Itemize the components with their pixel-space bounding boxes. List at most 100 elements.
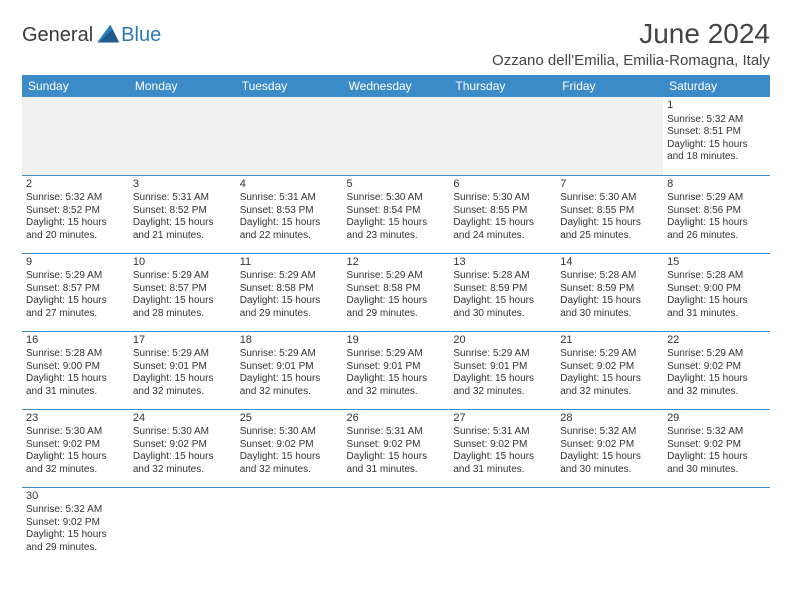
sun-info: Sunrise: 5:29 AMSunset: 9:01 PMDaylight:… bbox=[347, 348, 446, 398]
calendar-day-cell: 13Sunrise: 5:28 AMSunset: 8:59 PMDayligh… bbox=[449, 253, 556, 331]
sun-info-line: Sunset: 8:52 PM bbox=[133, 205, 232, 218]
weekday-header: Saturday bbox=[663, 75, 770, 97]
sun-info-line: Sunrise: 5:29 AM bbox=[453, 348, 552, 361]
sun-info: Sunrise: 5:29 AMSunset: 8:58 PMDaylight:… bbox=[347, 270, 446, 320]
sun-info-line: Daylight: 15 hours bbox=[560, 373, 659, 386]
sun-info-line: Sunset: 9:00 PM bbox=[26, 361, 125, 374]
day-number: 7 bbox=[560, 178, 659, 192]
sun-info-line: Sunrise: 5:30 AM bbox=[240, 426, 339, 439]
sun-info-line: Sunset: 9:02 PM bbox=[26, 517, 125, 530]
day-number: 13 bbox=[453, 256, 552, 270]
day-number: 27 bbox=[453, 412, 552, 426]
sun-info-line: Daylight: 15 hours bbox=[453, 373, 552, 386]
sun-info: Sunrise: 5:29 AMSunset: 9:01 PMDaylight:… bbox=[133, 348, 232, 398]
sun-info-line: Sunset: 9:02 PM bbox=[560, 361, 659, 374]
calendar-day-cell: 25Sunrise: 5:30 AMSunset: 9:02 PMDayligh… bbox=[236, 409, 343, 487]
calendar-day-cell bbox=[22, 97, 129, 175]
sun-info-line: Daylight: 15 hours bbox=[453, 451, 552, 464]
sun-info-line: and 30 minutes. bbox=[453, 308, 552, 321]
sun-info-line: Sunrise: 5:32 AM bbox=[26, 192, 125, 205]
calendar-week-row: 30Sunrise: 5:32 AMSunset: 9:02 PMDayligh… bbox=[22, 487, 770, 565]
calendar-day-cell bbox=[236, 487, 343, 565]
calendar-day-cell: 18Sunrise: 5:29 AMSunset: 9:01 PMDayligh… bbox=[236, 331, 343, 409]
sun-info-line: Daylight: 15 hours bbox=[26, 295, 125, 308]
sun-info-line: Sunrise: 5:32 AM bbox=[667, 426, 766, 439]
sun-info-line: Sunrise: 5:32 AM bbox=[26, 504, 125, 517]
calendar-day-cell: 8Sunrise: 5:29 AMSunset: 8:56 PMDaylight… bbox=[663, 175, 770, 253]
calendar-day-cell: 5Sunrise: 5:30 AMSunset: 8:54 PMDaylight… bbox=[343, 175, 450, 253]
sun-info: Sunrise: 5:29 AMSunset: 9:01 PMDaylight:… bbox=[240, 348, 339, 398]
day-number: 11 bbox=[240, 256, 339, 270]
day-number: 2 bbox=[26, 178, 125, 192]
sun-info-line: Daylight: 15 hours bbox=[240, 217, 339, 230]
calendar-week-row: 9Sunrise: 5:29 AMSunset: 8:57 PMDaylight… bbox=[22, 253, 770, 331]
sun-info-line: Sunrise: 5:30 AM bbox=[560, 192, 659, 205]
sun-info: Sunrise: 5:31 AMSunset: 9:02 PMDaylight:… bbox=[453, 426, 552, 476]
calendar-day-cell: 22Sunrise: 5:29 AMSunset: 9:02 PMDayligh… bbox=[663, 331, 770, 409]
sun-info-line: and 30 minutes. bbox=[667, 464, 766, 477]
day-number: 10 bbox=[133, 256, 232, 270]
sun-info-line: and 32 minutes. bbox=[560, 386, 659, 399]
sun-info-line: Daylight: 15 hours bbox=[560, 451, 659, 464]
calendar-day-cell: 4Sunrise: 5:31 AMSunset: 8:53 PMDaylight… bbox=[236, 175, 343, 253]
sun-info-line: and 32 minutes. bbox=[133, 464, 232, 477]
calendar-day-cell: 7Sunrise: 5:30 AMSunset: 8:55 PMDaylight… bbox=[556, 175, 663, 253]
calendar-day-cell: 23Sunrise: 5:30 AMSunset: 9:02 PMDayligh… bbox=[22, 409, 129, 487]
sun-info-line: and 24 minutes. bbox=[453, 230, 552, 243]
sun-info: Sunrise: 5:28 AMSunset: 9:00 PMDaylight:… bbox=[667, 270, 766, 320]
calendar-day-cell bbox=[449, 97, 556, 175]
sun-info-line: and 31 minutes. bbox=[453, 464, 552, 477]
sun-info-line: Sunrise: 5:28 AM bbox=[453, 270, 552, 283]
weekday-header: Friday bbox=[556, 75, 663, 97]
sun-info-line: Sunset: 9:02 PM bbox=[347, 439, 446, 452]
calendar-day-cell: 11Sunrise: 5:29 AMSunset: 8:58 PMDayligh… bbox=[236, 253, 343, 331]
sun-info: Sunrise: 5:30 AMSunset: 8:54 PMDaylight:… bbox=[347, 192, 446, 242]
sun-info-line: Sunset: 8:57 PM bbox=[133, 283, 232, 296]
day-number: 3 bbox=[133, 178, 232, 192]
calendar-day-cell bbox=[556, 487, 663, 565]
sun-info-line: and 21 minutes. bbox=[133, 230, 232, 243]
sun-info: Sunrise: 5:32 AMSunset: 8:51 PMDaylight:… bbox=[667, 114, 766, 164]
sun-info-line: Sunset: 9:02 PM bbox=[26, 439, 125, 452]
sun-info-line: Daylight: 15 hours bbox=[667, 451, 766, 464]
sun-info-line: Sunset: 8:55 PM bbox=[453, 205, 552, 218]
sun-info-line: Sunset: 8:57 PM bbox=[26, 283, 125, 296]
day-number: 8 bbox=[667, 178, 766, 192]
sun-info-line: and 29 minutes. bbox=[347, 308, 446, 321]
calendar-day-cell: 17Sunrise: 5:29 AMSunset: 9:01 PMDayligh… bbox=[129, 331, 236, 409]
calendar-day-cell: 16Sunrise: 5:28 AMSunset: 9:00 PMDayligh… bbox=[22, 331, 129, 409]
sun-info: Sunrise: 5:30 AMSunset: 9:02 PMDaylight:… bbox=[26, 426, 125, 476]
day-number: 14 bbox=[560, 256, 659, 270]
day-number: 21 bbox=[560, 334, 659, 348]
calendar-day-cell bbox=[449, 487, 556, 565]
sun-info-line: Sunrise: 5:29 AM bbox=[240, 270, 339, 283]
sun-info-line: Sunrise: 5:30 AM bbox=[453, 192, 552, 205]
sun-info-line: Sunrise: 5:29 AM bbox=[667, 348, 766, 361]
calendar-day-cell: 27Sunrise: 5:31 AMSunset: 9:02 PMDayligh… bbox=[449, 409, 556, 487]
sun-info-line: and 18 minutes. bbox=[667, 151, 766, 164]
weekday-header-row: Sunday Monday Tuesday Wednesday Thursday… bbox=[22, 75, 770, 97]
day-number: 30 bbox=[26, 490, 125, 504]
calendar-week-row: 23Sunrise: 5:30 AMSunset: 9:02 PMDayligh… bbox=[22, 409, 770, 487]
day-number: 23 bbox=[26, 412, 125, 426]
sun-info-line: Sunrise: 5:29 AM bbox=[133, 348, 232, 361]
sun-info-line: Sunrise: 5:32 AM bbox=[560, 426, 659, 439]
sun-info-line: and 29 minutes. bbox=[240, 308, 339, 321]
sun-info-line: Sunrise: 5:30 AM bbox=[26, 426, 125, 439]
sun-info-line: Sunset: 9:02 PM bbox=[240, 439, 339, 452]
sun-info: Sunrise: 5:29 AMSunset: 8:57 PMDaylight:… bbox=[26, 270, 125, 320]
calendar-table: Sunday Monday Tuesday Wednesday Thursday… bbox=[22, 75, 770, 565]
sun-info-line: Sunrise: 5:29 AM bbox=[26, 270, 125, 283]
sun-info-line: Daylight: 15 hours bbox=[133, 373, 232, 386]
sun-info-line: and 32 minutes. bbox=[453, 386, 552, 399]
sun-info-line: Sunset: 9:01 PM bbox=[453, 361, 552, 374]
sun-info-line: and 28 minutes. bbox=[133, 308, 232, 321]
day-number: 4 bbox=[240, 178, 339, 192]
sun-info-line: Sunrise: 5:31 AM bbox=[453, 426, 552, 439]
sun-info: Sunrise: 5:29 AMSunset: 9:01 PMDaylight:… bbox=[453, 348, 552, 398]
calendar-day-cell: 6Sunrise: 5:30 AMSunset: 8:55 PMDaylight… bbox=[449, 175, 556, 253]
calendar-day-cell: 2Sunrise: 5:32 AMSunset: 8:52 PMDaylight… bbox=[22, 175, 129, 253]
sun-info-line: Sunrise: 5:29 AM bbox=[240, 348, 339, 361]
sun-info: Sunrise: 5:31 AMSunset: 9:02 PMDaylight:… bbox=[347, 426, 446, 476]
logo-sail-icon bbox=[97, 25, 119, 43]
